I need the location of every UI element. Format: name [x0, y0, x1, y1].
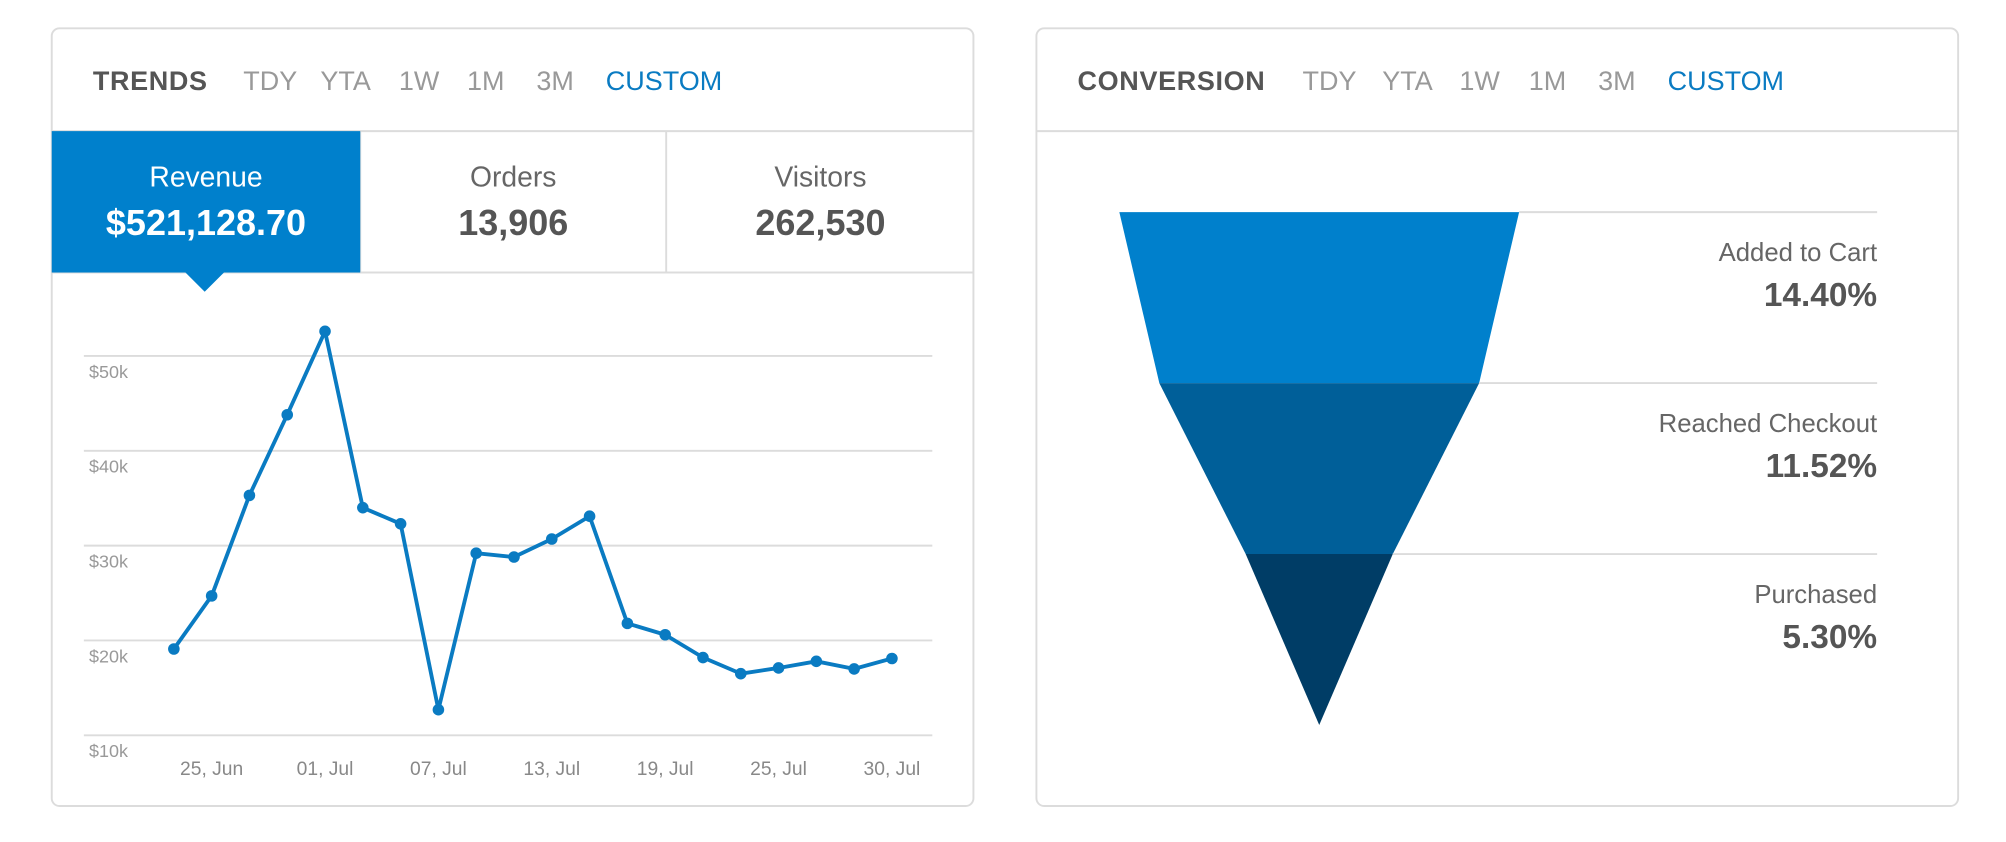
point	[394, 518, 407, 530]
pointer	[185, 272, 224, 292]
point	[848, 663, 860, 675]
point	[432, 703, 445, 716]
active-stat	[51, 131, 361, 273]
tab[interactable]: CUSTOM	[1668, 66, 1784, 96]
point	[734, 667, 747, 680]
stage-value: 5.30%	[1782, 619, 1877, 656]
point	[319, 325, 331, 338]
y-tick-label: $30k	[89, 551, 129, 571]
point	[886, 652, 898, 665]
x-tick-label: 13, Jul	[523, 759, 580, 780]
tab[interactable]: 1M	[1529, 66, 1567, 96]
x-tick-label: 30, Jul	[864, 759, 921, 780]
line	[172, 329, 893, 712]
point	[281, 408, 294, 421]
tab[interactable]: TDY	[243, 66, 297, 96]
tab[interactable]: CUSTOM	[606, 66, 722, 96]
point	[357, 501, 369, 514]
stat-label[interactable]: Orders	[470, 160, 556, 192]
stat-value[interactable]: 13,906	[458, 202, 568, 243]
panel-title: CONVERSION	[1078, 66, 1266, 96]
point	[243, 489, 256, 502]
stat-value[interactable]: 262,530	[755, 202, 885, 243]
panel-title: TRENDS	[93, 66, 208, 96]
tab[interactable]: YTA	[1382, 66, 1432, 96]
point	[810, 655, 823, 668]
tab[interactable]: 3M	[1598, 66, 1636, 96]
point	[205, 590, 218, 602]
point	[621, 617, 634, 630]
funnel-segment	[1159, 383, 1480, 555]
x-tick-label: 07, Jul	[410, 759, 467, 780]
x-tick-label: 19, Jul	[637, 759, 694, 780]
stat-label[interactable]: Revenue	[149, 160, 262, 192]
funnel-segment	[1245, 554, 1393, 726]
y-tick-label: $50k	[89, 362, 129, 382]
point	[546, 533, 558, 545]
funnel-segment	[1119, 212, 1520, 384]
stat-value[interactable]: $521,128.70	[106, 202, 306, 243]
stage-label: Reached Checkout	[1659, 410, 1877, 438]
y-tick-label: $20k	[89, 646, 129, 666]
x-tick-label: 25, Jul	[750, 759, 807, 780]
y-tick-label: $40k	[89, 457, 129, 477]
tab[interactable]: 1W	[1459, 66, 1500, 96]
x-tick-label: 01, Jul	[297, 759, 354, 780]
stage-label: Added to Cart	[1719, 239, 1878, 267]
x-tick-label: 25, Jun	[180, 759, 243, 780]
tab[interactable]: YTA	[320, 66, 370, 96]
point	[508, 551, 520, 563]
tab[interactable]: 3M	[536, 66, 574, 96]
tab[interactable]: TDY	[1303, 66, 1357, 96]
stage-label: Purchased	[1754, 581, 1877, 609]
y-tick-label: $10k	[89, 741, 129, 761]
tab[interactable]: 1M	[467, 66, 504, 96]
point	[772, 662, 785, 674]
point	[583, 510, 596, 523]
tab[interactable]: 1W	[399, 66, 440, 96]
stage-value: 14.40%	[1764, 277, 1877, 314]
stage-value: 11.52%	[1766, 448, 1877, 485]
point	[697, 651, 709, 664]
point	[168, 643, 180, 655]
stat-label[interactable]: Visitors	[774, 160, 866, 192]
point	[659, 628, 671, 641]
point	[470, 547, 482, 559]
